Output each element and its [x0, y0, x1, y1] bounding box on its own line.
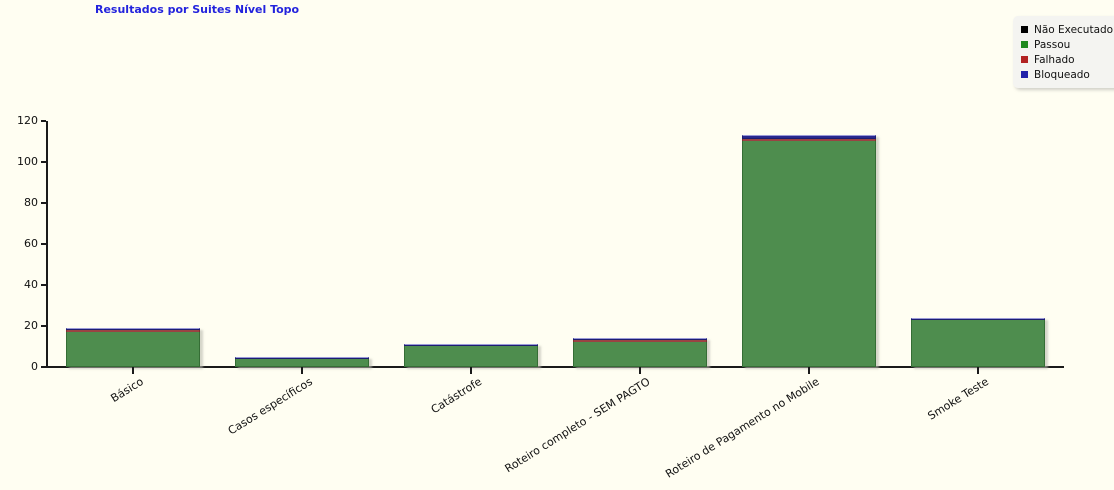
bar-segment-falhado	[66, 330, 200, 333]
legend-item: Passou	[1021, 37, 1114, 52]
legend: Não Executado Passou Falhado Bloqueado	[1013, 16, 1114, 88]
x-axis-category-label: Roteiro completo - SEM PAGTO	[503, 375, 653, 476]
x-axis-category-label: Catástrofe	[428, 375, 484, 417]
x-axis-tick	[301, 367, 303, 374]
legend-item: Não Executado	[1021, 22, 1114, 37]
bar-segment-falhado	[742, 139, 876, 142]
bar-segment-passou	[742, 141, 876, 367]
bar-segment-bloqueado	[573, 338, 707, 341]
x-axis-category-label: Casos específicos	[225, 375, 315, 438]
bar-segment-passou	[235, 359, 369, 367]
legend-item: Bloqueado	[1021, 67, 1114, 82]
bar-4	[573, 338, 707, 367]
bar-segment-bloqueado	[911, 318, 1045, 321]
y-axis-tick	[41, 243, 46, 245]
bar-segment-bloqueado	[404, 344, 538, 347]
y-axis-tick-label: 60	[24, 237, 38, 250]
y-axis-tick	[41, 202, 46, 204]
legend-item: Falhado	[1021, 52, 1114, 67]
y-axis-tick	[41, 161, 46, 163]
x-axis-category-label: Roteiro de Pagamento no Mobile	[663, 375, 822, 481]
x-axis-tick	[132, 367, 134, 374]
y-axis-tick	[41, 120, 46, 122]
x-axis-category-label: Básico	[108, 375, 146, 406]
bar-segment-passou	[573, 342, 707, 367]
y-axis-tick-label: 100	[17, 155, 38, 168]
legend-label: Falhado	[1034, 53, 1075, 66]
x-axis-tick	[977, 367, 979, 374]
legend-swatch-icon	[1021, 41, 1028, 48]
bar-segment-passou	[404, 346, 538, 367]
bar-1	[66, 328, 200, 367]
bar-3	[404, 344, 538, 367]
chart-title: Resultados por Suites Nível Topo	[95, 3, 300, 16]
y-axis-tick-label: 40	[24, 278, 38, 291]
y-axis-tick	[41, 366, 46, 368]
legend-swatch-icon	[1021, 56, 1028, 63]
y-axis-tick	[41, 325, 46, 327]
bar-segment-bloqueado	[235, 357, 369, 359]
bar-segment-bloqueado	[742, 135, 876, 140]
bar-2	[235, 357, 369, 367]
y-axis-tick-label: 0	[31, 360, 38, 373]
x-axis-category-label: Smoke Teste	[925, 375, 991, 423]
legend-label: Não Executado	[1034, 23, 1114, 36]
legend-label: Bloqueado	[1034, 68, 1090, 81]
x-axis-tick	[470, 367, 472, 374]
x-axis-tick	[639, 367, 641, 374]
x-axis	[46, 366, 1064, 368]
bar-6	[911, 318, 1045, 367]
y-axis-tick-label: 80	[24, 196, 38, 209]
y-axis-tick	[41, 284, 46, 286]
y-axis-tick-label: 120	[17, 114, 38, 127]
legend-swatch-icon	[1021, 71, 1028, 78]
bar-segment-passou	[911, 320, 1045, 367]
bar-5	[742, 135, 876, 367]
y-axis-tick-label: 20	[24, 319, 38, 332]
bar-segment-bloqueado	[66, 328, 200, 331]
x-axis-tick	[808, 367, 810, 374]
legend-label: Passou	[1034, 38, 1071, 51]
legend-swatch-icon	[1021, 26, 1028, 33]
bar-segment-falhado	[573, 340, 707, 343]
bar-segment-passou	[66, 332, 200, 367]
y-axis	[46, 121, 48, 368]
